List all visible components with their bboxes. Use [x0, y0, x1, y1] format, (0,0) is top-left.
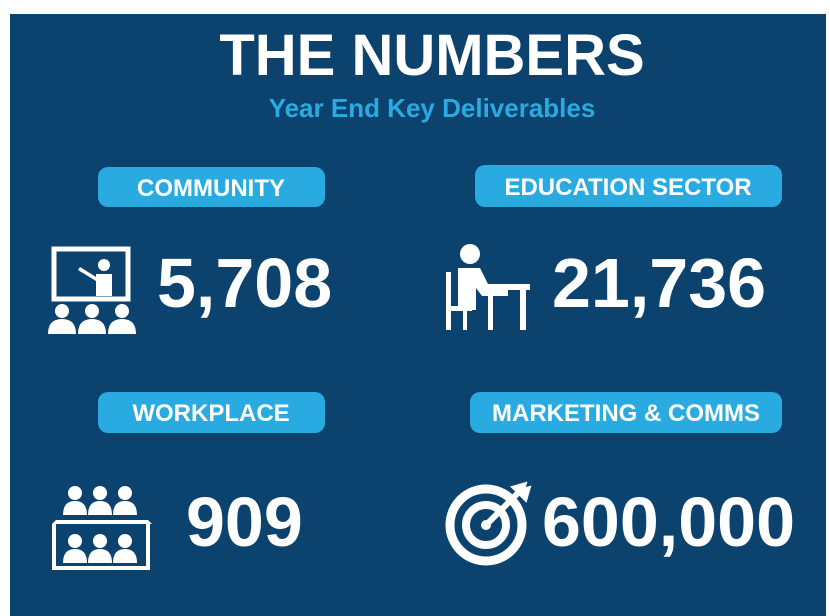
- subtitle: Year End Key Deliverables: [269, 93, 596, 123]
- label: MARKETING & COMMS: [492, 400, 760, 427]
- label-pill: [470, 392, 782, 433]
- title: THE NUMBERS: [219, 23, 644, 88]
- label-pill: [475, 165, 782, 207]
- value: 5,708: [157, 244, 332, 322]
- presentation-icon: [48, 246, 136, 334]
- meeting-icon: [52, 486, 152, 570]
- label-pill: [98, 167, 325, 207]
- panel: [10, 14, 826, 616]
- value: 21,736: [552, 244, 766, 322]
- target-icon: [445, 481, 532, 566]
- label: WORKPLACE: [132, 400, 289, 427]
- label: EDUCATION SECTOR: [504, 174, 751, 201]
- label: COMMUNITY: [137, 175, 285, 202]
- value: 909: [186, 483, 303, 561]
- student-icon: [446, 244, 530, 330]
- label-pill: [98, 392, 325, 433]
- value: 600,000: [542, 483, 795, 561]
